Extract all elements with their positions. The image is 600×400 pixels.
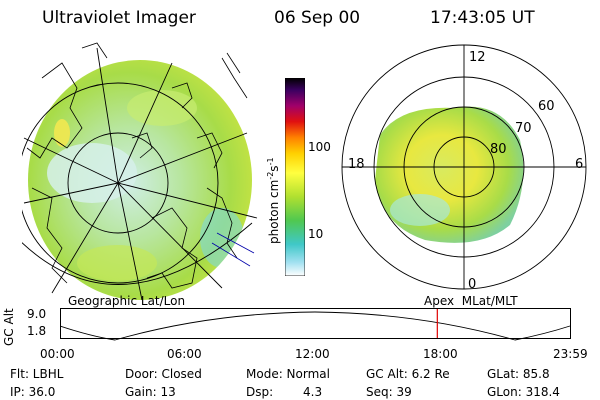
- apex-caption: Apex MLat/MLT: [424, 294, 518, 308]
- mlt-label-18: 18: [348, 157, 365, 172]
- status-seq: Seq: 39: [366, 385, 412, 399]
- image-time: 17:43:05 UT: [430, 8, 535, 28]
- timeline-tick-0000: 00:00: [40, 347, 75, 361]
- timeline-tick-0600: 06:00: [167, 347, 202, 361]
- timeline-axis-label: GC Alt: [2, 308, 16, 346]
- mlt-label-0: 0: [468, 277, 476, 292]
- mlt-label-6: 6: [575, 157, 583, 172]
- status-glon: GLon: 318.4: [487, 385, 560, 399]
- colorbar-unit-label: photon cm-2s-1: [266, 157, 281, 244]
- status-gain: Gain: 13: [125, 385, 176, 399]
- app-title: Ultraviolet Imager: [42, 8, 196, 28]
- lat-label-70: 70: [515, 121, 532, 136]
- image-date: 06 Sep 00: [274, 8, 361, 28]
- status-mode: Mode: Normal: [246, 367, 330, 381]
- timeline-tick-1800: 18:00: [423, 347, 458, 361]
- status-filter: Flt: LBHL: [10, 367, 64, 381]
- status-gc-alt: GC Alt: 6.2 Re: [366, 367, 450, 381]
- status-ip: IP: 36.0: [10, 385, 56, 399]
- lat-label-60: 60: [538, 99, 555, 114]
- timeline-y-top: 9.0: [27, 307, 47, 321]
- status-dsp-value: 4.3: [303, 385, 323, 399]
- status-dsp-label: Dsp:: [246, 385, 274, 399]
- geographic-caption: Geographic Lat/Lon: [68, 294, 186, 308]
- timeline-y-bottom: 1.8: [27, 324, 47, 338]
- apex-polar-plot: 12 18 6 0 60 70 80: [341, 44, 587, 292]
- timeline-tick-1200: 12:00: [295, 347, 330, 361]
- mlt-label-12: 12: [469, 50, 486, 65]
- colorbar-tick-10: 10: [308, 227, 324, 241]
- timeline-plot: [60, 308, 571, 341]
- geographic-map: [22, 42, 258, 301]
- lat-label-80: 80: [490, 142, 507, 157]
- status-door: Door: Closed: [125, 367, 202, 381]
- status-glat: GLat: 85.8: [487, 367, 550, 381]
- colorbar-tick-100: 100: [308, 140, 331, 154]
- color-scale-bar: [285, 78, 305, 276]
- timeline-tick-2359: 23:59: [553, 347, 588, 361]
